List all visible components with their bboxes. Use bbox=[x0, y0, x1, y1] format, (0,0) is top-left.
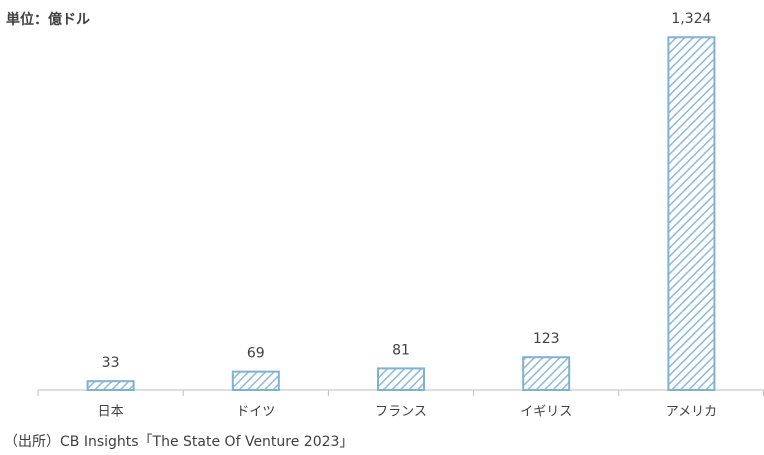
bar bbox=[667, 36, 716, 392]
x-tick-label: ドイツ bbox=[236, 405, 275, 420]
value-label: 123 bbox=[533, 331, 560, 347]
unit-note: 単位：億ドル bbox=[6, 11, 90, 28]
x-tick-label: フランス bbox=[375, 405, 427, 420]
bar bbox=[231, 370, 280, 391]
value-label: 69 bbox=[247, 346, 265, 362]
value-label: 1,324 bbox=[671, 11, 711, 27]
value-label: 81 bbox=[392, 342, 410, 358]
bar bbox=[522, 356, 571, 391]
x-tick-label: イギリス bbox=[520, 405, 572, 420]
x-tick-label: アメリカ bbox=[666, 405, 717, 420]
x-tick-label: 日本 bbox=[98, 405, 124, 420]
source-note: （出所）CB Insights「The State Of Venture 202… bbox=[4, 434, 353, 450]
bar bbox=[86, 380, 135, 391]
value-label: 33 bbox=[102, 355, 120, 371]
bar bbox=[377, 367, 425, 391]
